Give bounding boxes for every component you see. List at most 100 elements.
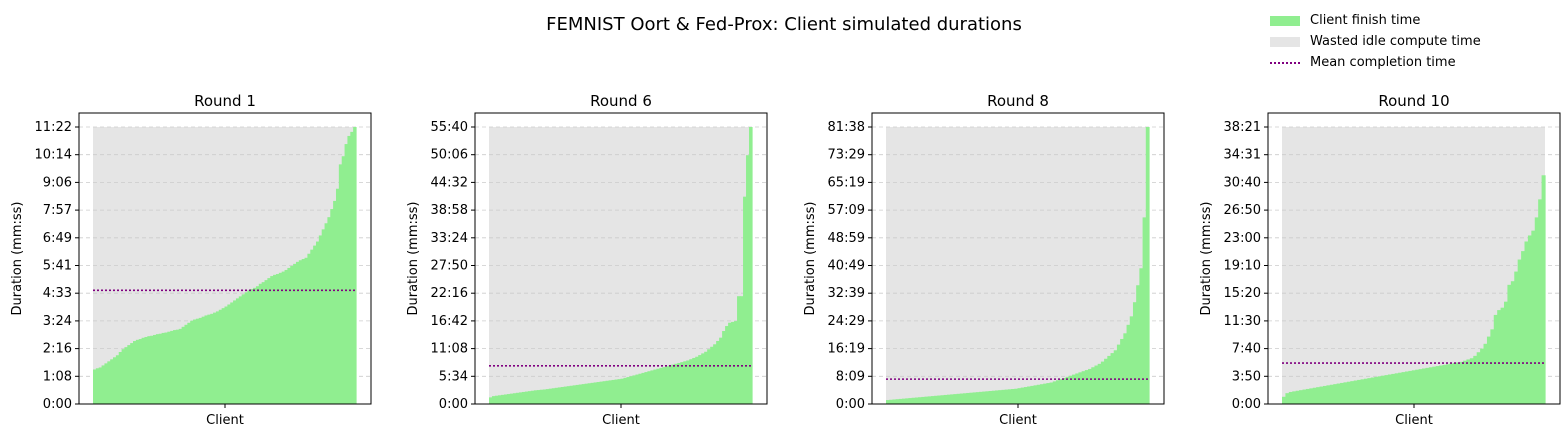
client-bar bbox=[135, 339, 140, 404]
client-bar bbox=[1136, 285, 1140, 404]
client-bar bbox=[611, 379, 616, 404]
client-bar bbox=[264, 280, 268, 404]
client-bar bbox=[674, 363, 678, 404]
client-bar bbox=[1017, 388, 1022, 404]
client-bar bbox=[1068, 375, 1073, 404]
client-bar bbox=[1353, 380, 1358, 404]
client-bar bbox=[1483, 343, 1488, 404]
client-bar bbox=[524, 391, 529, 404]
client-bar bbox=[1316, 387, 1321, 404]
client-bar bbox=[509, 393, 514, 404]
client-bar bbox=[1113, 350, 1118, 404]
client-bar bbox=[530, 390, 535, 404]
y-tick-label: 3:50 bbox=[1232, 369, 1261, 384]
client-bar bbox=[141, 337, 146, 404]
y-tick-label: 55:40 bbox=[431, 120, 468, 135]
client-bar bbox=[1524, 241, 1529, 404]
client-bar bbox=[1411, 370, 1416, 404]
client-bar bbox=[695, 356, 699, 404]
y-tick-label: 32:39 bbox=[828, 286, 865, 301]
client-bar bbox=[1305, 388, 1310, 404]
client-bar bbox=[1507, 284, 1512, 404]
client-bar bbox=[1510, 281, 1515, 404]
chart-panel-3: 0:00 8:09 16:19 24:29 32:39 40:49 48:59 57:09 65… bbox=[803, 92, 1165, 428]
client-bar bbox=[1387, 374, 1392, 404]
client-bar bbox=[184, 324, 188, 404]
client-bar bbox=[1312, 387, 1317, 404]
y-tick-label: 81:38 bbox=[828, 120, 865, 135]
client-bar bbox=[1011, 389, 1015, 404]
client-bar bbox=[1126, 324, 1131, 404]
y-tick-label: 0:00 bbox=[836, 397, 865, 412]
client-bar bbox=[662, 367, 666, 404]
client-bar bbox=[953, 394, 958, 404]
client-bar bbox=[539, 389, 544, 404]
client-bar bbox=[1075, 373, 1080, 404]
client-bar bbox=[605, 380, 610, 404]
legend-item-idle: Wasted idle compute time bbox=[1270, 31, 1481, 52]
client-bar bbox=[1394, 373, 1399, 404]
client-bar bbox=[198, 317, 203, 404]
client-bar bbox=[1014, 388, 1019, 404]
client-bar bbox=[210, 313, 214, 404]
client-bar bbox=[1374, 376, 1379, 404]
client-bar bbox=[95, 368, 100, 404]
client-bar bbox=[167, 331, 171, 404]
client-bar bbox=[1326, 385, 1331, 404]
client-bar bbox=[692, 357, 696, 404]
x-axis-label: Client bbox=[1395, 413, 1433, 428]
client-bar bbox=[979, 391, 983, 404]
client-bar bbox=[1398, 372, 1403, 404]
y-tick-label: 57:09 bbox=[828, 203, 865, 218]
client-bar bbox=[518, 392, 523, 404]
y-tick-label: 11:22 bbox=[35, 120, 72, 135]
client-bar bbox=[1493, 314, 1498, 404]
client-bar bbox=[1435, 366, 1440, 404]
client-bar bbox=[895, 399, 900, 404]
client-bar bbox=[500, 394, 505, 404]
client-bar bbox=[1007, 389, 1012, 404]
client-bar bbox=[572, 385, 577, 404]
client-bar bbox=[1490, 329, 1495, 404]
client-bar bbox=[1120, 338, 1124, 404]
panel-title: Round 8 bbox=[987, 92, 1049, 110]
legend-swatch-mean bbox=[1270, 61, 1300, 64]
client-bar bbox=[991, 390, 996, 404]
client-bar bbox=[494, 395, 499, 404]
client-bar bbox=[1534, 217, 1539, 404]
client-bar bbox=[118, 352, 123, 404]
client-bar bbox=[327, 217, 331, 404]
y-tick-label: 40:49 bbox=[828, 259, 865, 274]
y-tick-label: 4:33 bbox=[43, 286, 72, 301]
client-bar bbox=[590, 382, 595, 404]
client-bar bbox=[557, 387, 562, 404]
client-bar bbox=[566, 386, 571, 404]
client-bar bbox=[1302, 389, 1307, 404]
client-bar bbox=[1299, 390, 1304, 404]
client-bar bbox=[533, 390, 538, 404]
y-tick-label: 34:31 bbox=[1224, 148, 1261, 163]
client-bar bbox=[335, 188, 340, 404]
client-bar bbox=[972, 392, 977, 404]
client-bar bbox=[1104, 358, 1108, 404]
client-bar bbox=[581, 384, 586, 404]
client-bar bbox=[155, 334, 160, 404]
client-bar bbox=[527, 391, 532, 404]
client-bar bbox=[1459, 361, 1464, 404]
client-bar bbox=[273, 274, 277, 404]
y-tick-label: 38:58 bbox=[431, 203, 468, 218]
client-bar bbox=[1463, 360, 1468, 404]
client-bar bbox=[1456, 362, 1461, 404]
client-bar bbox=[1329, 384, 1334, 404]
y-tick-label: 1:08 bbox=[43, 369, 72, 384]
client-bar bbox=[98, 367, 103, 404]
client-bar bbox=[104, 363, 108, 404]
client-bar bbox=[1343, 382, 1348, 404]
client-bar bbox=[344, 144, 349, 404]
client-bar bbox=[1445, 364, 1450, 404]
client-bar bbox=[181, 326, 186, 404]
client-bar bbox=[918, 397, 922, 404]
client-bar bbox=[241, 294, 246, 404]
client-bar bbox=[1370, 377, 1375, 404]
y-tick-label: 16:19 bbox=[828, 342, 865, 357]
